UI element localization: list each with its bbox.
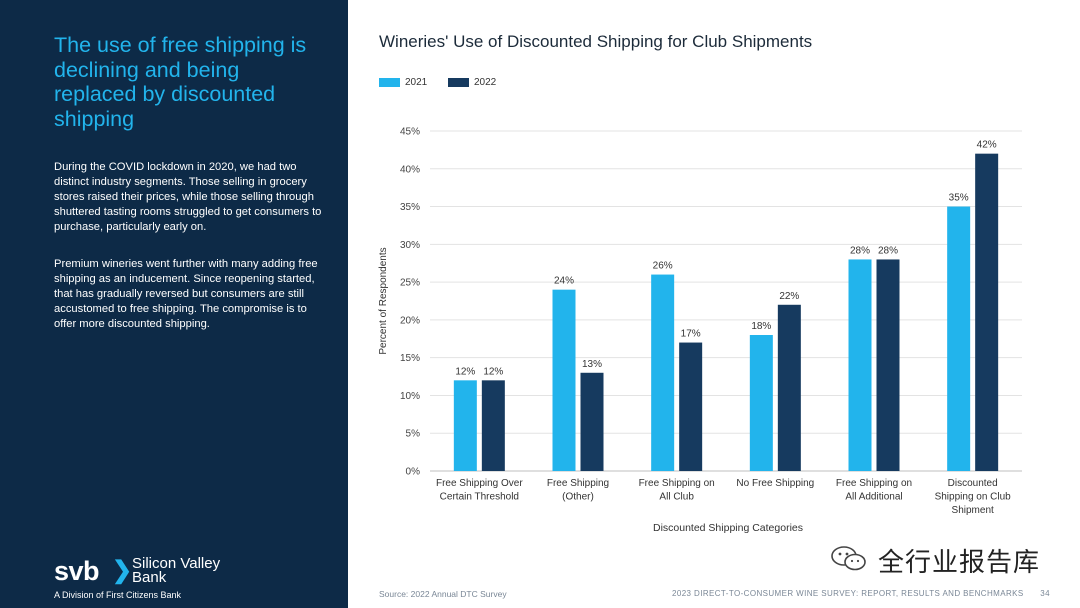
- bar-2022: [679, 342, 703, 471]
- x-tick-label: Shipping on Club: [935, 492, 1012, 503]
- y-tick-label: 30%: [400, 240, 420, 251]
- data-label: 22%: [779, 291, 799, 302]
- bar-2022: [975, 153, 999, 471]
- legend-item-2021: 2021: [379, 77, 427, 88]
- y-tick-label: 5%: [406, 429, 421, 440]
- data-label: 13%: [582, 359, 602, 370]
- y-tick-label: 0%: [406, 467, 421, 478]
- x-tick-label: All Club: [659, 492, 694, 503]
- legend-swatch-2022: [448, 77, 469, 87]
- data-label: 24%: [554, 276, 574, 287]
- x-axis-label: Discounted Shipping Categories: [653, 522, 803, 534]
- y-axis-label: Percent of Respondents: [378, 247, 389, 354]
- bar-2022: [777, 304, 801, 471]
- legend-item-2022: 2022: [448, 77, 496, 88]
- data-label: 42%: [977, 140, 997, 151]
- x-tick-label: Free Shipping on: [836, 478, 912, 489]
- bar-2021: [749, 335, 773, 471]
- x-tick-label: Shipment: [952, 505, 994, 516]
- x-tick-label: Free Shipping: [547, 478, 609, 489]
- data-label: 18%: [751, 321, 771, 332]
- data-label: 28%: [878, 245, 898, 256]
- logo-name: Silicon Valley Bank: [132, 555, 221, 586]
- x-tick-label: Certain Threshold: [440, 492, 519, 503]
- legend-swatch-2021: [379, 77, 400, 87]
- watermark-label: 全行业报告库: [878, 547, 1041, 577]
- y-tick-label: 10%: [400, 391, 420, 402]
- report-footer: 2023 DIRECT-TO-CONSUMER WINE SURVEY: REP…: [672, 589, 1050, 598]
- data-label: 26%: [653, 261, 673, 272]
- data-label: 28%: [850, 245, 870, 256]
- y-tick-label: 45%: [400, 127, 420, 138]
- body-paragraph-2: Premium wineries went further with many …: [54, 258, 318, 330]
- data-label: 12%: [455, 366, 475, 377]
- bar-2022: [876, 259, 900, 471]
- watermark-text: 全行业报告库: [878, 542, 1040, 579]
- y-tick-label: 20%: [400, 315, 420, 326]
- sidebar-panel: [0, 0, 348, 608]
- report-title: 2023 DIRECT-TO-CONSUMER WINE SURVEY: REP…: [672, 589, 1024, 598]
- wechat-icon: [831, 546, 866, 571]
- y-tick-label: 40%: [400, 164, 420, 175]
- x-tick-label: All Additional: [845, 492, 902, 503]
- y-tick-label: 35%: [400, 202, 420, 213]
- logo-subtitle: A Division of First Citizens Bank: [54, 590, 182, 600]
- x-tick-label: Free Shipping on: [639, 478, 715, 489]
- bar-2021: [651, 274, 675, 471]
- x-tick-label: (Other): [562, 492, 594, 503]
- page-number: 34: [1040, 589, 1050, 598]
- bar-2021: [552, 289, 576, 471]
- y-tick-label: 15%: [400, 353, 420, 364]
- bar-2022: [580, 372, 604, 471]
- data-label: 17%: [681, 329, 701, 340]
- x-tick-label: Free Shipping Over: [436, 478, 523, 489]
- x-tick-label: No Free Shipping: [736, 478, 814, 489]
- logo-mark: svb: [54, 556, 100, 586]
- legend-label-2021: 2021: [405, 77, 428, 88]
- logo-chevron-icon: ❯: [112, 557, 133, 584]
- y-tick-label: 25%: [400, 278, 420, 289]
- data-label: 35%: [949, 193, 969, 204]
- bar-2022: [481, 380, 505, 471]
- chart-title: Wineries' Use of Discounted Shipping for…: [379, 32, 813, 51]
- x-tick-label: Discounted: [948, 478, 998, 489]
- source-note: Source: 2022 Annual DTC Survey: [379, 589, 507, 599]
- legend-label-2022: 2022: [474, 77, 497, 88]
- bar-2021: [848, 259, 872, 471]
- bar-2021: [947, 206, 971, 472]
- data-label: 12%: [483, 366, 503, 377]
- page-headline: The use of free shipping is declining an…: [54, 33, 307, 131]
- body-paragraph-1: During the COVID lockdown in 2020, we ha…: [54, 161, 322, 233]
- bar-2021: [453, 380, 477, 471]
